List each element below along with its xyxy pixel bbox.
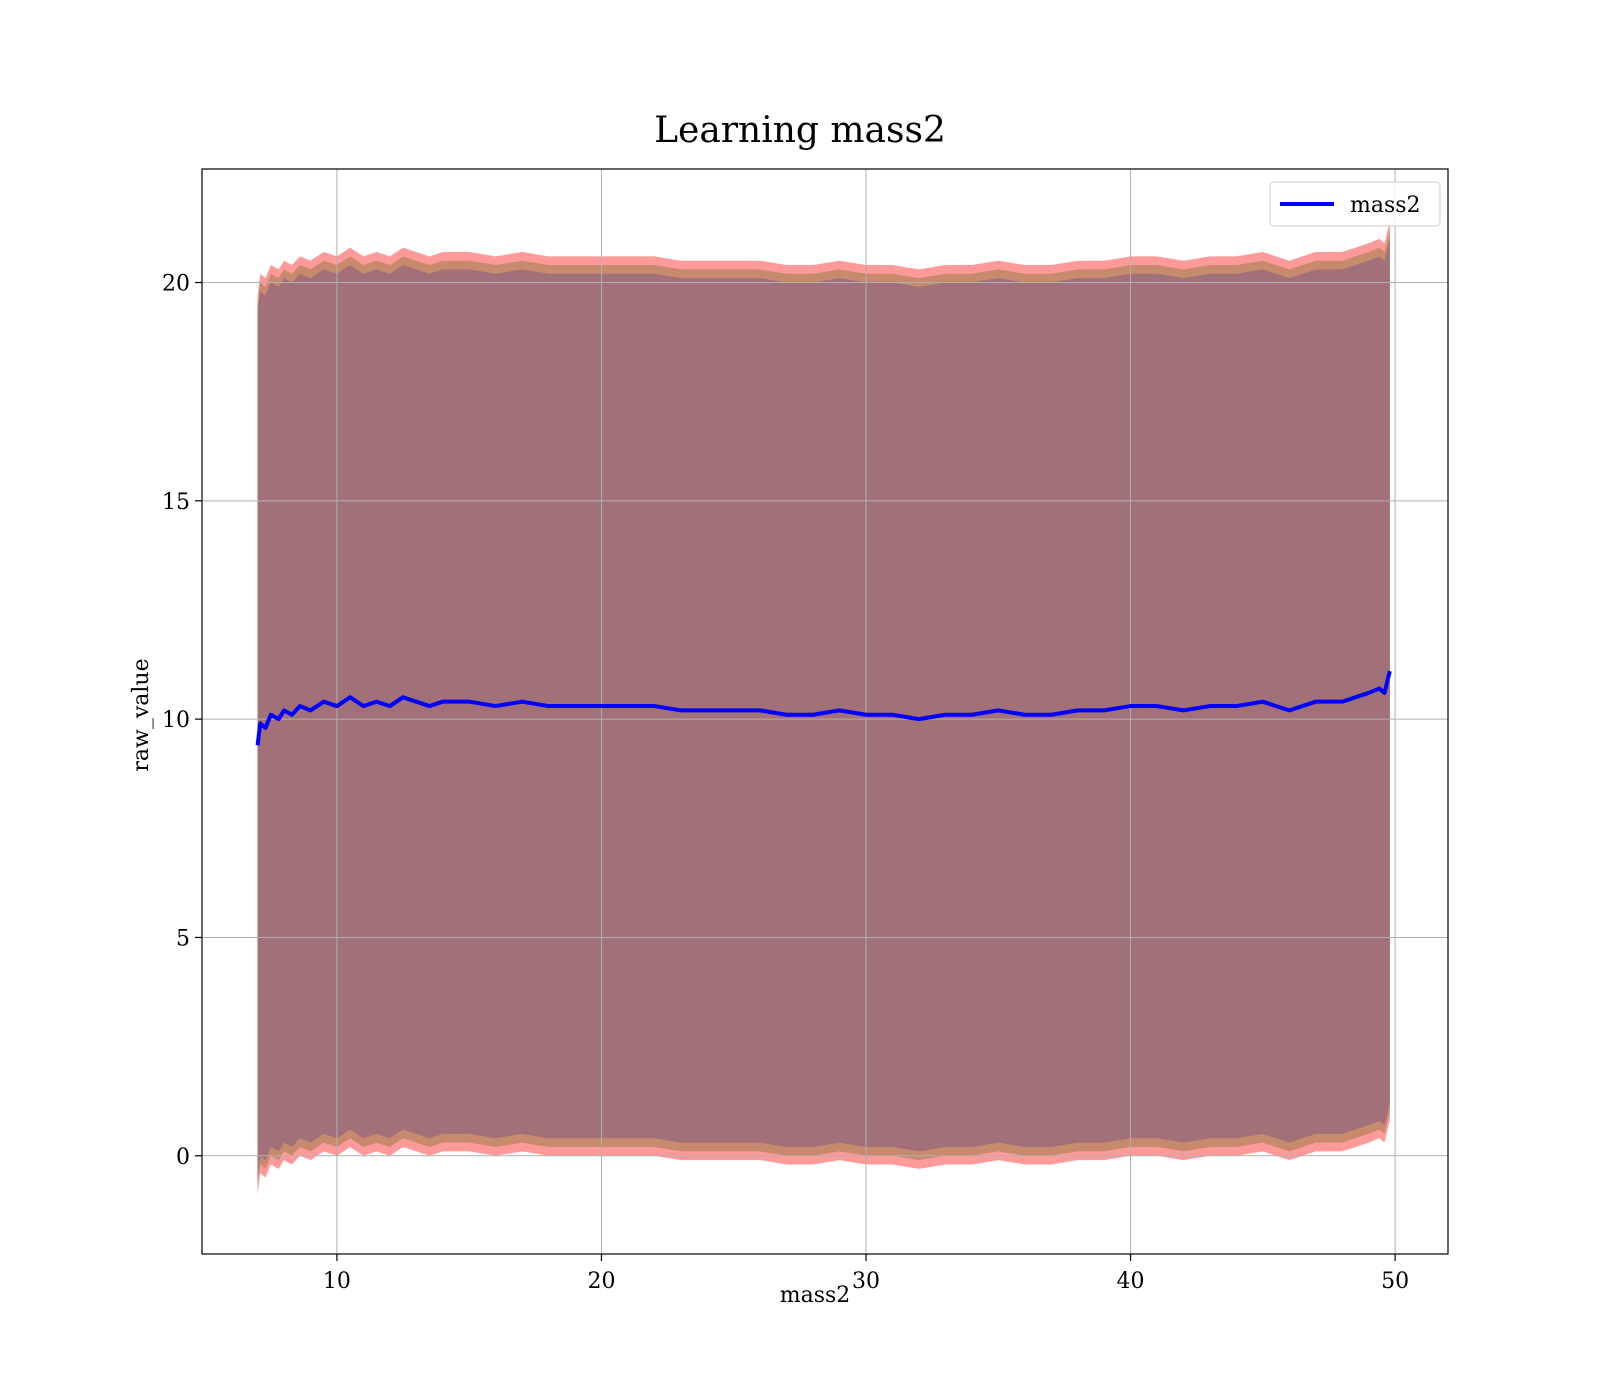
band-inner: [257, 238, 1390, 1178]
plot-frame: [201, 168, 1449, 1255]
x-axis-ticks: 10 20 30 40 50: [323, 1254, 1409, 1294]
y-tick-label: 20: [162, 272, 190, 297]
y-tick-label: 5: [176, 926, 190, 951]
y-axis-label: raw_value: [129, 658, 154, 771]
x-tick-label: 30: [852, 1269, 880, 1294]
y-tick-label: 10: [162, 708, 190, 733]
chart-title: Learning mass2: [654, 110, 946, 151]
x-tick-label: 40: [1117, 1269, 1145, 1294]
y-tick-label: 0: [176, 1145, 190, 1170]
series-line-mass2: [255, 670, 1392, 746]
legend-box: [1269, 181, 1441, 227]
x-axis-label: mass2: [780, 1283, 851, 1308]
x-tick-label: 10: [323, 1269, 351, 1294]
y-axis-ticks: 0 5 10 15 20: [162, 272, 202, 1170]
x-tick-label: 50: [1381, 1269, 1409, 1294]
grid-lines: [202, 169, 1448, 1254]
x-tick-label: 20: [587, 1269, 615, 1294]
y-tick-label: 15: [162, 490, 190, 515]
confidence-bands: [257, 221, 1390, 1196]
legend: mass2: [1269, 181, 1441, 227]
legend-label-mass2: mass2: [1350, 193, 1421, 218]
series-lines: [255, 670, 1392, 746]
